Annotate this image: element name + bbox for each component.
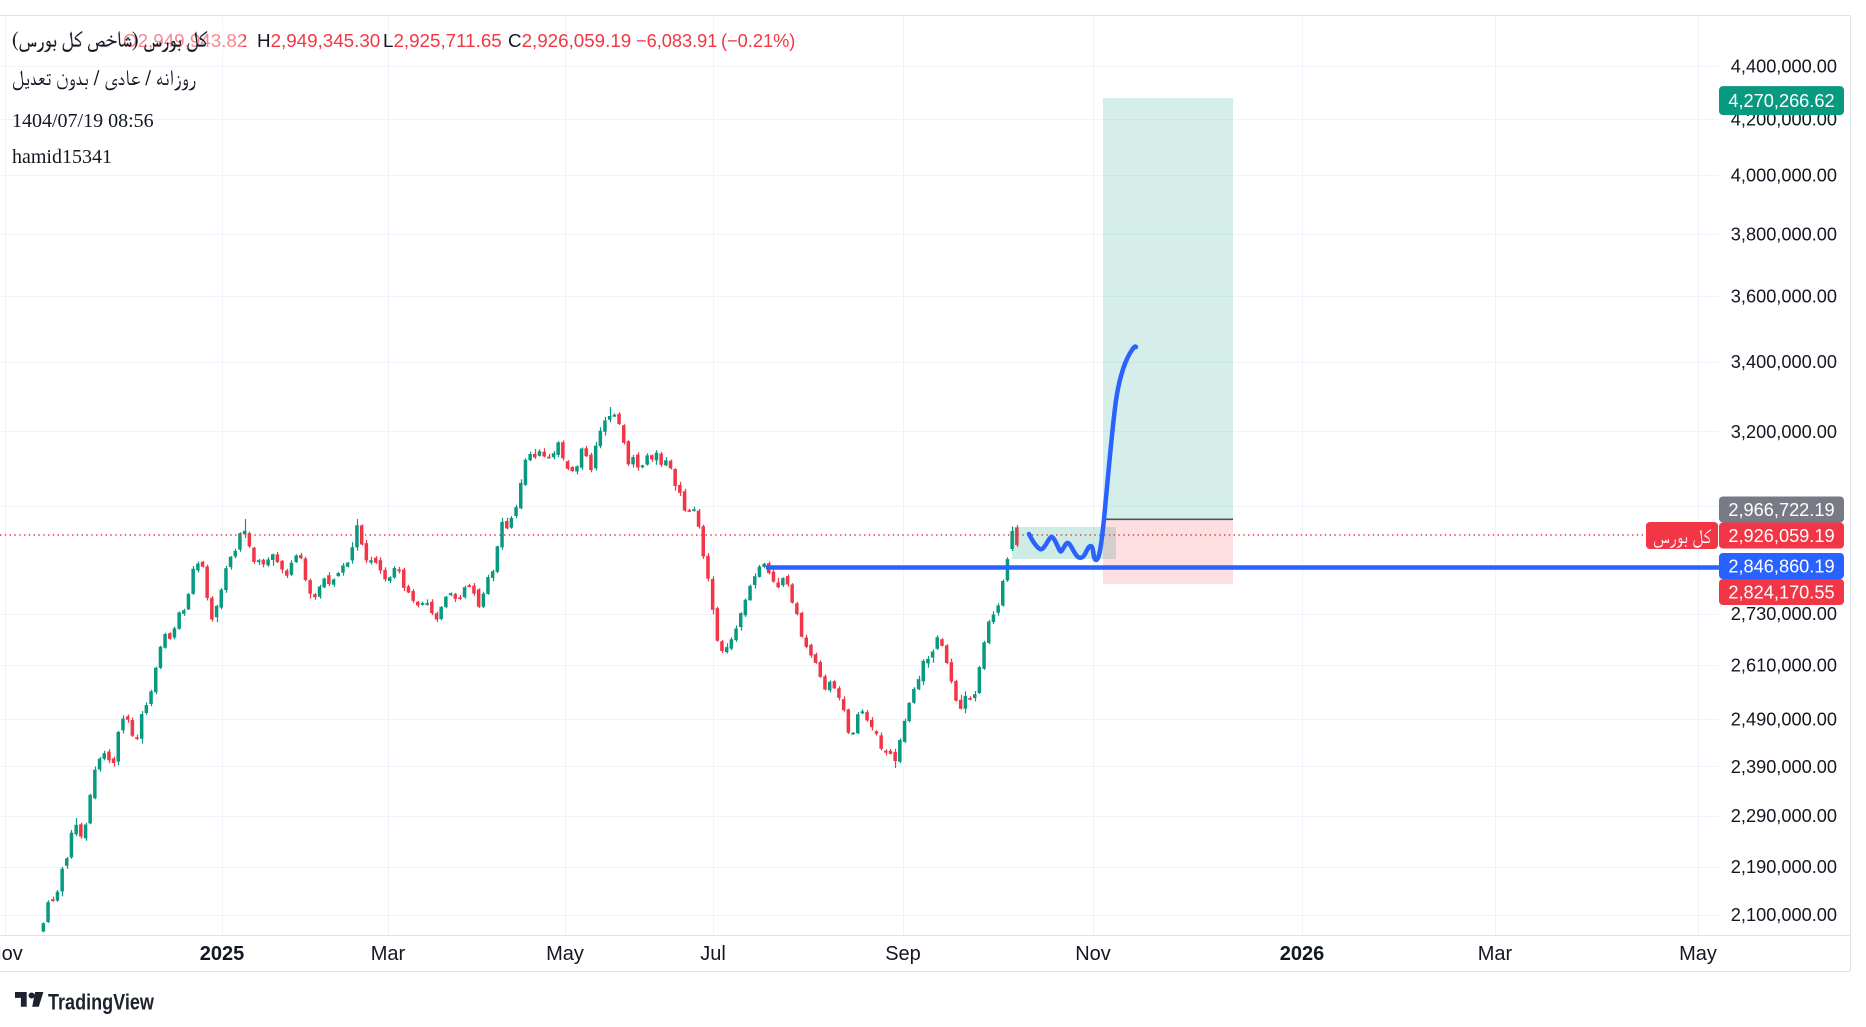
svg-text:Nov: Nov — [0, 943, 23, 965]
svg-text:4,000,000.00: 4,000,000.00 — [1731, 166, 1837, 186]
svg-text:Nov: Nov — [1075, 943, 1111, 965]
svg-text:2,100,000.00: 2,100,000.00 — [1731, 905, 1837, 925]
svg-text:2,390,000.00: 2,390,000.00 — [1731, 757, 1837, 777]
svg-text:2026: 2026 — [1280, 943, 1325, 965]
svg-text:1404/07/19 08:56: 1404/07/19 08:56 — [12, 110, 154, 132]
svg-text:2,730,000.00: 2,730,000.00 — [1731, 604, 1837, 624]
svg-text:May: May — [1679, 943, 1717, 965]
svg-text:Sep: Sep — [885, 943, 921, 965]
svg-text:3,200,000.00: 3,200,000.00 — [1731, 422, 1837, 442]
svg-text:2,926,059.19: 2,926,059.19 — [1728, 526, 1834, 546]
svg-text:2,966,722.19: 2,966,722.19 — [1728, 500, 1834, 520]
svg-text:C2,926,059.19: C2,926,059.19 — [508, 30, 631, 51]
svg-text:Jul: Jul — [700, 943, 726, 965]
svg-text:−6,083.91: −6,083.91 — [636, 31, 717, 51]
svg-text:3,400,000.00: 3,400,000.00 — [1731, 352, 1837, 372]
svg-text:2,190,000.00: 2,190,000.00 — [1731, 857, 1837, 877]
svg-text:3,600,000.00: 3,600,000.00 — [1731, 287, 1837, 307]
svg-text:2,610,000.00: 2,610,000.00 — [1731, 656, 1837, 676]
svg-text:4,400,000.00: 4,400,000.00 — [1731, 56, 1837, 76]
svg-text:2,846,860.19: 2,846,860.19 — [1728, 556, 1834, 576]
svg-text:hamid15341: hamid15341 — [12, 146, 112, 168]
svg-text:2025: 2025 — [200, 943, 245, 965]
svg-text:Mar: Mar — [1478, 943, 1513, 965]
svg-text:TradingView: TradingView — [48, 991, 154, 1015]
svg-text:May: May — [546, 943, 584, 965]
svg-text:L2,925,711.65: L2,925,711.65 — [383, 30, 502, 51]
svg-text:2,824,170.55: 2,824,170.55 — [1728, 582, 1834, 602]
svg-text:(−0.21%): (−0.21%) — [721, 31, 795, 51]
svg-text:2,290,000.00: 2,290,000.00 — [1731, 806, 1837, 826]
svg-text:2,490,000.00: 2,490,000.00 — [1731, 710, 1837, 730]
svg-text:Mar: Mar — [371, 943, 406, 965]
svg-text:4,270,266.62: 4,270,266.62 — [1728, 91, 1834, 111]
svg-text:H2,949,345.30: H2,949,345.30 — [257, 30, 380, 51]
svg-text:3,800,000.00: 3,800,000.00 — [1731, 225, 1837, 245]
